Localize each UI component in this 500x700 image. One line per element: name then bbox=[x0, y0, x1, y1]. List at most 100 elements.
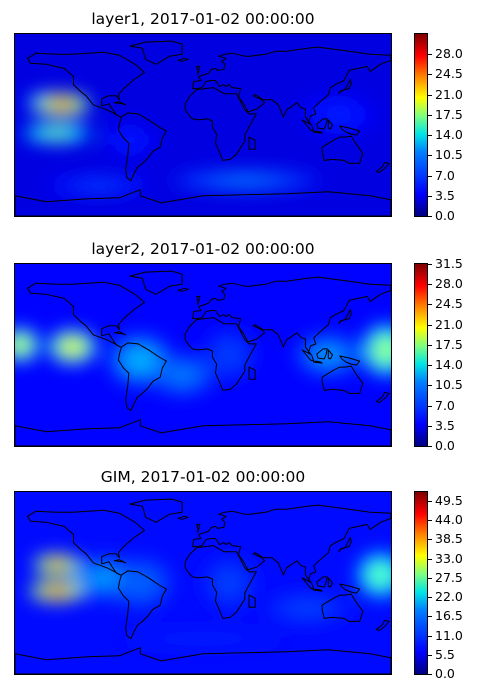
map-plot bbox=[14, 491, 392, 675]
tick-label: 0.0 bbox=[435, 208, 455, 223]
heatmap-cell bbox=[48, 130, 66, 136]
coastline bbox=[192, 504, 391, 583]
heatmap-cell bbox=[380, 343, 391, 357]
heatmap-cell bbox=[329, 109, 348, 120]
tick-label: 10.5 bbox=[435, 147, 463, 163]
tick-mark bbox=[428, 558, 432, 560]
tick-mark bbox=[428, 155, 432, 157]
tick-mark bbox=[428, 500, 432, 502]
tick-label: 14.0 bbox=[435, 357, 463, 373]
heatmap-cell bbox=[222, 576, 236, 590]
tick-label: 31.5 bbox=[435, 256, 463, 271]
coastline bbox=[27, 51, 145, 118]
coastline bbox=[113, 331, 127, 336]
tick-label: 22.0 bbox=[435, 589, 463, 604]
tick-mark bbox=[428, 385, 432, 387]
heatmap-svg bbox=[15, 34, 391, 216]
colorbar-ticks: 0.0 3.5 7.0 10.5 14.0 17.5 21.0 24.5 28.0 bbox=[428, 33, 498, 223]
heatmap-cell bbox=[297, 604, 318, 613]
tick-mark bbox=[428, 114, 432, 116]
coastline bbox=[184, 545, 257, 619]
colorbar bbox=[414, 263, 428, 447]
coastline bbox=[15, 189, 391, 216]
coastlines bbox=[15, 498, 391, 674]
tick-mark bbox=[428, 94, 432, 96]
coastline bbox=[316, 576, 328, 588]
tick-label: 7.0 bbox=[435, 397, 455, 413]
tick-mark bbox=[428, 135, 432, 137]
coastline bbox=[321, 593, 364, 622]
tick-label: 24.5 bbox=[435, 296, 463, 312]
tick-label: 27.5 bbox=[435, 569, 463, 585]
tick-label: 24.5 bbox=[435, 66, 463, 82]
chart-title: layer2, 2017-01-02 00:00:00 bbox=[91, 240, 315, 258]
panel-layer1: layer1, 2017-01-02 00:00:00 0.0 3.5 7.0 10.… bbox=[0, 10, 500, 238]
map-plot bbox=[14, 33, 392, 217]
heatmap-cell bbox=[50, 588, 64, 594]
coastline bbox=[184, 317, 257, 391]
coastline bbox=[196, 65, 201, 75]
tick-label: 0.0 bbox=[435, 438, 455, 453]
coastline bbox=[321, 135, 364, 164]
coastline bbox=[177, 287, 189, 292]
tick-mark bbox=[428, 539, 432, 541]
tick-mark bbox=[428, 54, 432, 56]
tick-label: 17.5 bbox=[435, 336, 463, 352]
tick-mark bbox=[428, 324, 432, 326]
tick-label: 0.0 bbox=[435, 666, 455, 681]
heatmap-cell bbox=[222, 348, 236, 362]
coastline bbox=[27, 281, 145, 348]
tick-label: 5.5 bbox=[435, 646, 455, 662]
tick-label: 28.0 bbox=[435, 46, 463, 62]
tick-label: 3.5 bbox=[435, 417, 455, 433]
tick-mark bbox=[428, 344, 432, 346]
tick-mark bbox=[428, 654, 432, 656]
coastline bbox=[375, 391, 390, 403]
coastline bbox=[316, 348, 328, 360]
heatmap-cell bbox=[132, 576, 149, 590]
heatmap-cell bbox=[96, 572, 112, 583]
coastline bbox=[375, 161, 390, 173]
coastline bbox=[339, 355, 361, 366]
heatmap-cell bbox=[55, 102, 69, 108]
heatmap-cell bbox=[226, 178, 264, 184]
coastline bbox=[129, 40, 183, 65]
tick-label: 16.5 bbox=[435, 608, 463, 624]
coastline bbox=[192, 46, 391, 125]
tick-label: 14.0 bbox=[435, 127, 463, 143]
coastlines bbox=[15, 40, 391, 216]
colorbar bbox=[414, 491, 428, 675]
tick-label: 3.5 bbox=[435, 187, 455, 203]
coastline bbox=[313, 588, 323, 592]
coastlines bbox=[15, 270, 391, 446]
coastline bbox=[316, 118, 328, 130]
coastline bbox=[129, 498, 183, 523]
colorbar bbox=[414, 33, 428, 217]
coastline bbox=[321, 365, 364, 394]
coastline bbox=[313, 360, 323, 364]
heatmap-svg bbox=[15, 492, 391, 674]
heatmap-cell bbox=[85, 183, 112, 189]
tick-mark bbox=[428, 635, 432, 637]
tick-mark bbox=[428, 216, 432, 217]
coastline bbox=[301, 119, 315, 132]
colorbar-ticks: 0.0 3.5 7.0 10.5 14.0 17.5 21.0 24.5 28.0 31.5 bbox=[428, 257, 498, 453]
coastline bbox=[117, 570, 167, 640]
heatmap-svg bbox=[15, 264, 391, 446]
tick-label: 17.5 bbox=[435, 106, 463, 122]
tick-mark bbox=[428, 674, 432, 675]
tick-mark bbox=[428, 520, 432, 521]
coastline bbox=[301, 349, 315, 362]
heatmap-cell bbox=[374, 569, 387, 581]
coastline bbox=[177, 57, 189, 62]
coastline bbox=[113, 101, 127, 106]
tick-mark bbox=[428, 577, 432, 579]
tick-label: 11.0 bbox=[435, 627, 463, 643]
tick-label: 38.5 bbox=[435, 531, 463, 547]
tick-mark bbox=[428, 597, 432, 598]
coastline bbox=[129, 270, 183, 295]
coastline bbox=[117, 112, 167, 182]
coastline bbox=[338, 309, 352, 325]
tick-label: 33.0 bbox=[435, 550, 463, 566]
tick-mark bbox=[428, 264, 432, 265]
